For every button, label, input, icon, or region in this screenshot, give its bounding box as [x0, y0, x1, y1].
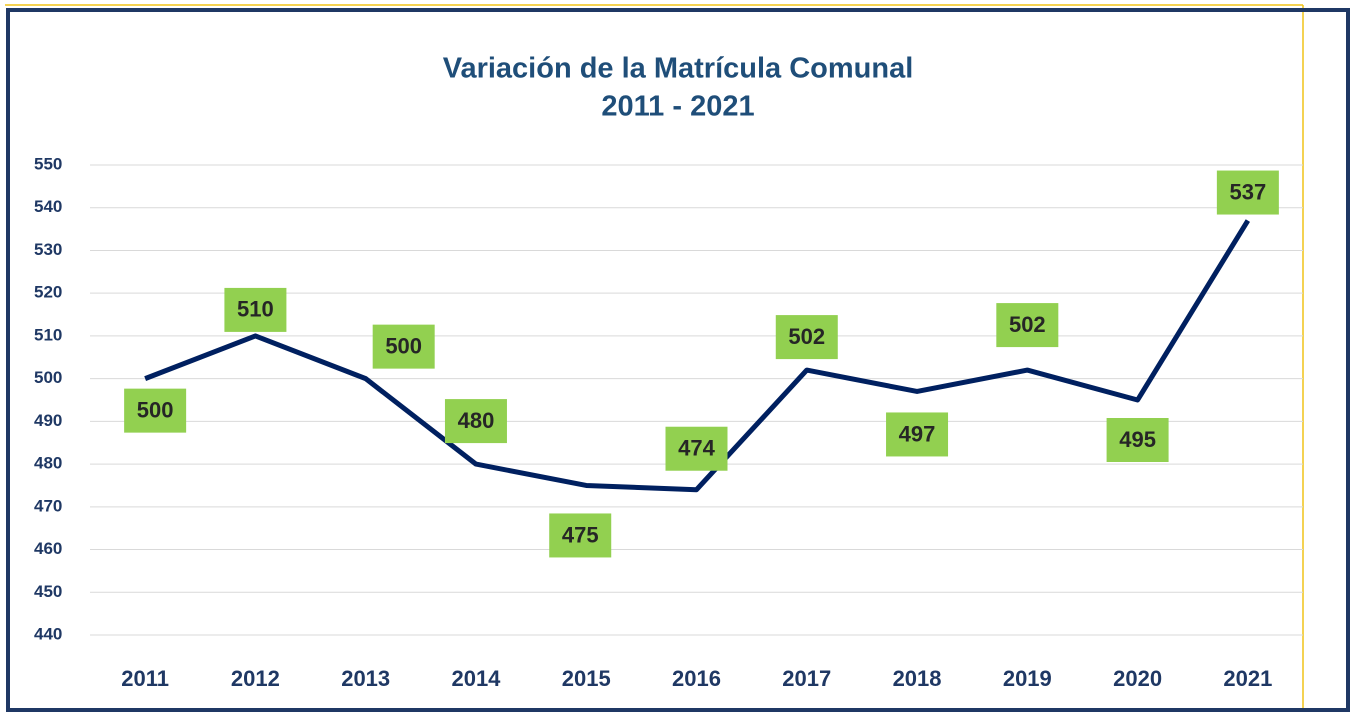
x-tick-label: 2019 — [1003, 666, 1052, 691]
data-label-box — [1106, 418, 1169, 462]
y-tick-label: 450 — [34, 582, 62, 601]
x-tick-label: 2021 — [1223, 666, 1272, 691]
data-label: 495 — [1119, 427, 1156, 452]
data-label: 500 — [137, 397, 174, 422]
data-label: 500 — [385, 333, 422, 358]
x-tick-label: 2012 — [231, 666, 280, 691]
x-tick-label: 2011 — [121, 666, 169, 691]
chart-title: Variación de la Matrícula Comunal — [443, 53, 914, 85]
y-tick-label: 550 — [34, 154, 62, 173]
chart-frame — [6, 8, 1350, 712]
data-label-box — [549, 513, 612, 558]
data-label-box — [886, 412, 949, 457]
data-label-box — [372, 324, 435, 369]
data-label-box — [124, 388, 187, 433]
data-label: 475 — [562, 522, 599, 547]
data-label: 497 — [899, 421, 936, 446]
y-tick-label: 480 — [34, 454, 62, 473]
x-tick-label: 2015 — [562, 666, 611, 691]
data-label-box — [996, 303, 1059, 348]
y-tick-label: 490 — [34, 411, 62, 430]
x-tick-label: 2018 — [893, 666, 942, 691]
x-tick-label: 2020 — [1113, 666, 1162, 691]
y-tick-label: 530 — [34, 240, 62, 259]
x-tick-label: 2013 — [341, 666, 390, 691]
data-label-box — [775, 315, 838, 360]
data-label: 480 — [458, 408, 495, 433]
data-label: 502 — [788, 324, 825, 349]
x-tick-label: 2014 — [451, 666, 501, 691]
data-label: 510 — [237, 297, 274, 322]
chart-subtitle: 2011 - 2021 — [601, 91, 754, 123]
data-label: 537 — [1230, 179, 1267, 204]
y-tick-label: 470 — [34, 496, 62, 515]
data-label-box — [224, 287, 287, 332]
y-tick-label: 500 — [34, 368, 62, 387]
y-tick-label: 520 — [34, 283, 62, 302]
data-label-box — [1216, 170, 1279, 215]
data-label: 474 — [678, 436, 715, 461]
data-label: 502 — [1009, 312, 1046, 337]
data-label-box — [444, 399, 507, 444]
x-tick-label: 2016 — [672, 666, 721, 691]
y-tick-label: 440 — [34, 624, 62, 643]
x-tick-label: 2017 — [782, 666, 831, 691]
line-series — [144, 219, 1250, 493]
y-tick-label: 460 — [34, 539, 62, 558]
y-tick-label: 540 — [34, 197, 62, 216]
y-tick-label: 510 — [34, 325, 62, 344]
data-label-box — [665, 426, 728, 471]
